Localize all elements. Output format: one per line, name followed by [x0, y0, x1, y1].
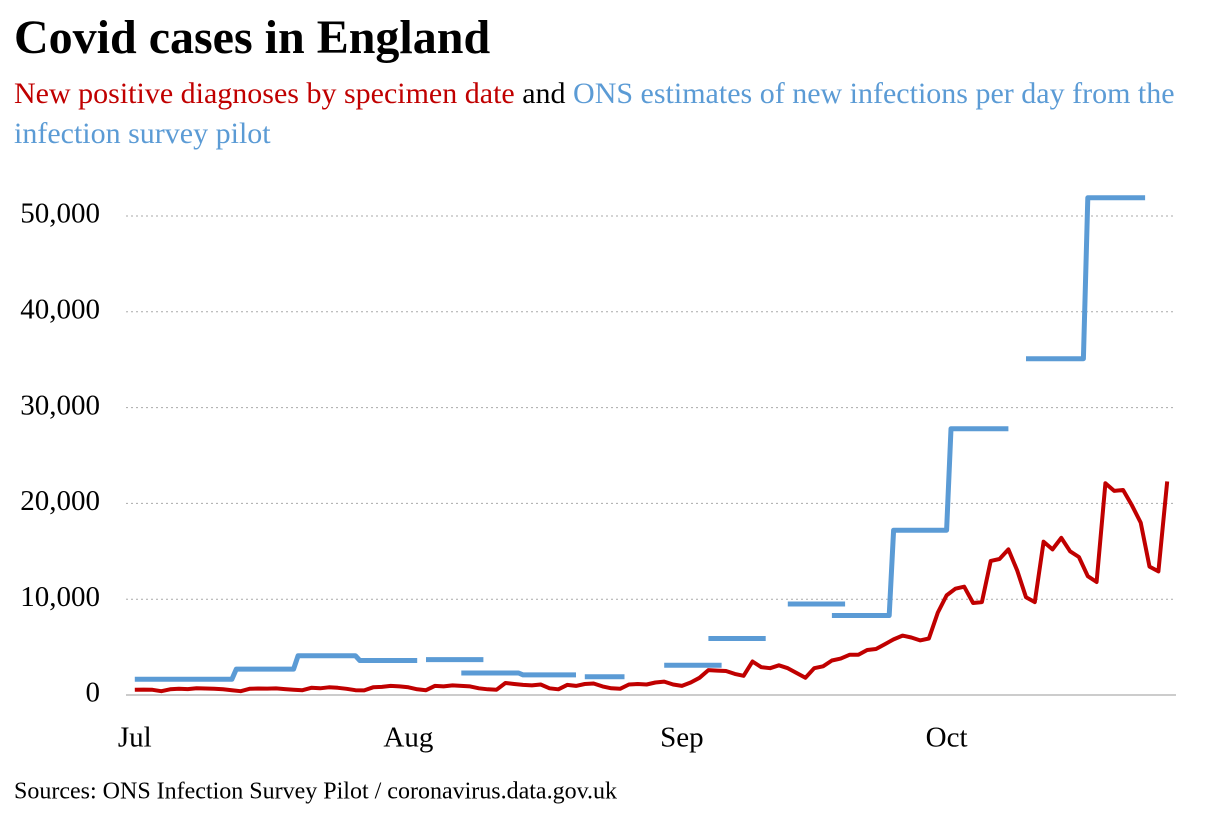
y-tick-label: 10,000	[20, 581, 100, 613]
y-tick-label: 30,000	[20, 389, 100, 421]
chart-title: Covid cases in England	[14, 11, 491, 64]
y-tick-label: 40,000	[20, 293, 100, 325]
y-tick-label: 0	[86, 677, 101, 709]
x-tick-label: Sep	[660, 722, 704, 754]
subtitle: New positive diagnoses by specimen date …	[14, 74, 1199, 154]
source-note: Sources: ONS Infection Survey Pilot / co…	[14, 779, 617, 805]
y-tick-label: 50,000	[20, 198, 100, 230]
x-tick-label: Aug	[383, 722, 433, 754]
x-tick-label: Oct	[926, 722, 968, 754]
y-tick-label: 20,000	[20, 485, 100, 517]
legend-entry: New positive diagnoses by specimen date	[14, 77, 515, 110]
subtitle-connector: and	[522, 77, 566, 110]
series-line	[134, 195, 1146, 682]
x-tick-label: Jul	[118, 722, 152, 754]
series-line	[134, 481, 1170, 694]
legend-entry: ONS estimates of new infections per day …	[14, 77, 1175, 150]
